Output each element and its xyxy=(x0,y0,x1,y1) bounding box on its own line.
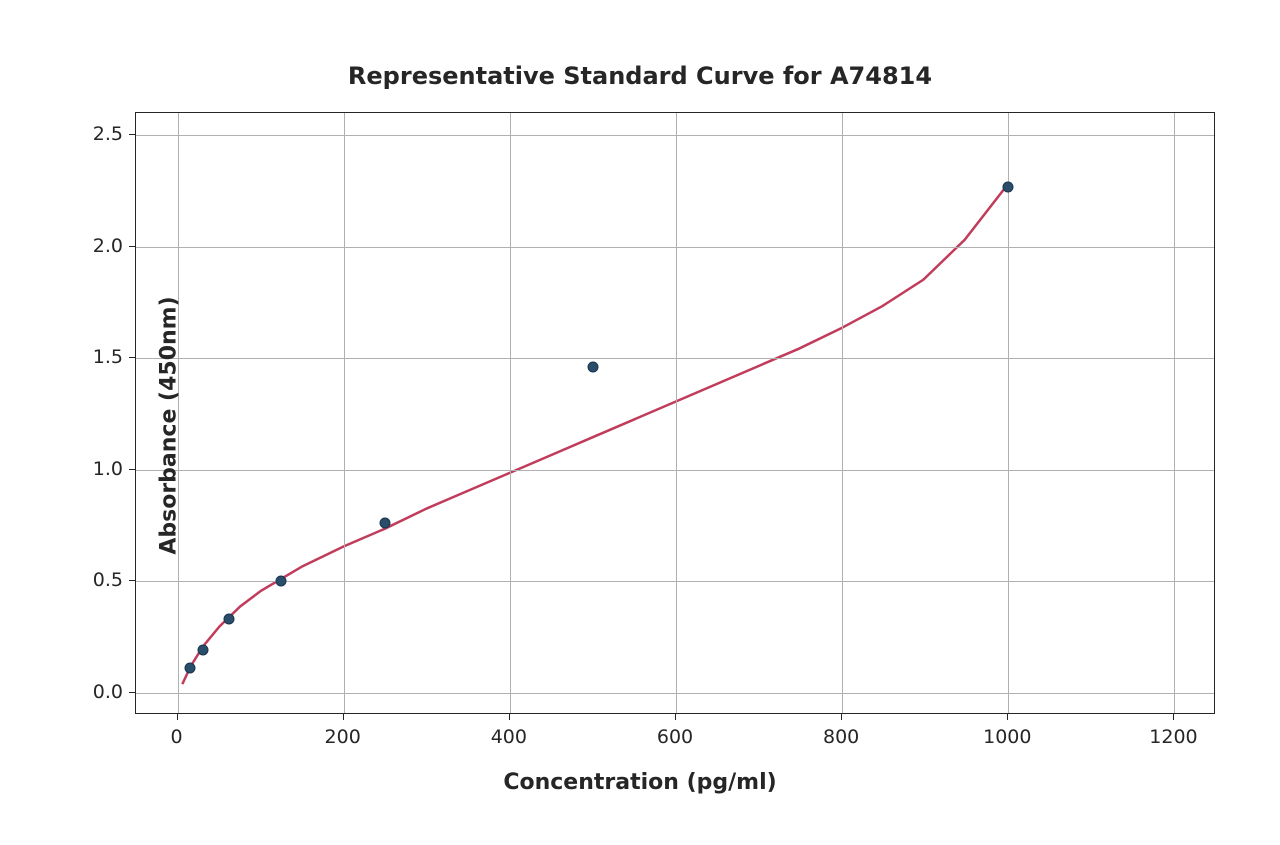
y-tick-label: 1.0 xyxy=(87,458,123,480)
x-tick-label: 600 xyxy=(657,726,693,748)
data-point xyxy=(1003,181,1014,192)
tick-mark-x xyxy=(343,714,344,720)
grid-line-horizontal xyxy=(136,581,1214,582)
x-tick-label: 1000 xyxy=(983,726,1031,748)
tick-mark-y xyxy=(129,246,135,247)
grid-line-vertical xyxy=(510,113,511,713)
y-tick-label: 0.5 xyxy=(87,569,123,591)
y-tick-label: 0.0 xyxy=(87,681,123,703)
tick-mark-y xyxy=(129,692,135,693)
tick-mark-y xyxy=(129,580,135,581)
tick-mark-y xyxy=(129,134,135,135)
x-tick-label: 1200 xyxy=(1149,726,1197,748)
tick-mark-y xyxy=(129,469,135,470)
grid-line-horizontal xyxy=(136,470,1214,471)
grid-line-vertical xyxy=(344,113,345,713)
y-axis-label: Absorbance (450nm) xyxy=(157,296,182,554)
grid-line-vertical xyxy=(1008,113,1009,713)
grid-line-horizontal xyxy=(136,358,1214,359)
y-tick-label: 1.5 xyxy=(87,346,123,368)
grid-line-vertical xyxy=(1174,113,1175,713)
grid-line-horizontal xyxy=(136,135,1214,136)
tick-mark-x xyxy=(841,714,842,720)
grid-line-horizontal xyxy=(136,247,1214,248)
chart-title: Representative Standard Curve for A74814 xyxy=(0,62,1280,90)
y-tick-label: 2.0 xyxy=(87,235,123,257)
x-tick-label: 800 xyxy=(823,726,859,748)
data-point xyxy=(276,576,287,587)
data-point xyxy=(380,518,391,529)
tick-mark-x xyxy=(1173,714,1174,720)
data-point xyxy=(198,645,209,656)
tick-mark-y xyxy=(129,357,135,358)
x-tick-label: 0 xyxy=(170,726,182,748)
y-tick-label: 2.5 xyxy=(87,123,123,145)
data-point xyxy=(224,614,235,625)
x-tick-label: 200 xyxy=(325,726,361,748)
tick-mark-x xyxy=(675,714,676,720)
chart-container: Representative Standard Curve for A74814… xyxy=(0,0,1280,845)
plot-area xyxy=(135,112,1215,714)
x-tick-label: 400 xyxy=(491,726,527,748)
data-point xyxy=(587,362,598,373)
tick-mark-x xyxy=(509,714,510,720)
grid-line-horizontal xyxy=(136,693,1214,694)
x-axis-label: Concentration (pg/ml) xyxy=(0,770,1280,795)
tick-mark-x xyxy=(1007,714,1008,720)
curve-line xyxy=(136,113,1214,713)
data-point xyxy=(185,663,196,674)
grid-line-vertical xyxy=(676,113,677,713)
grid-line-vertical xyxy=(842,113,843,713)
tick-mark-x xyxy=(177,714,178,720)
